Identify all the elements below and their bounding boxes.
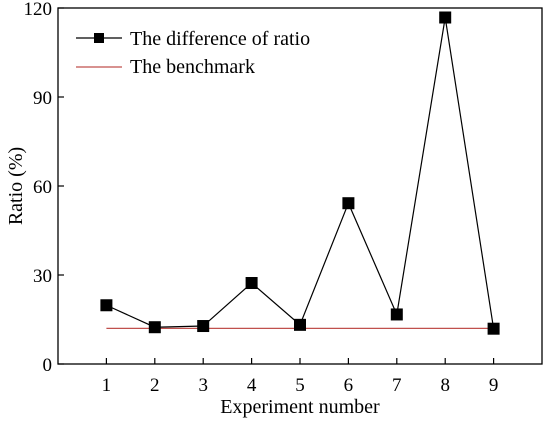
legend-label-difference: The difference of ratio (130, 28, 310, 50)
data-point-difference (390, 308, 403, 321)
y-tick-label: 120 (24, 0, 53, 20)
legend-label-benchmark: The benchmark (130, 56, 255, 78)
y-tick-label: 30 (33, 266, 52, 287)
y-tick-label: 0 (43, 355, 53, 376)
x-axis: 1 2 3 4 5 6 7 8 9 (102, 358, 499, 396)
data-point-difference (487, 322, 500, 335)
x-tick-label: 4 (247, 375, 257, 396)
data-point-difference (294, 318, 306, 331)
data-point-difference (148, 321, 161, 334)
x-tick-label: 6 (344, 375, 354, 396)
x-tick-label: 1 (102, 375, 112, 396)
y-tick-label: 60 (33, 177, 52, 198)
data-point-difference (100, 299, 113, 312)
legend: The difference of ratio The benchmark (76, 28, 310, 78)
x-tick-label: 3 (198, 375, 208, 396)
y-axis: 0 30 60 90 120 (24, 0, 64, 376)
y-tick-label: 90 (33, 88, 52, 109)
x-tick-label: 8 (440, 375, 450, 396)
x-tick-label: 7 (392, 375, 402, 396)
legend-marker-difference (94, 33, 104, 43)
y-axis-label: Ratio (%) (5, 147, 27, 225)
data-point-difference (245, 277, 258, 290)
x-tick-label: 9 (489, 375, 499, 396)
data-point-difference (197, 320, 210, 333)
x-tick-label: 5 (295, 375, 305, 396)
x-axis-label: Experiment number (220, 396, 380, 418)
series-layer (100, 11, 500, 335)
data-point-difference (439, 11, 452, 24)
x-tick-label: 2 (150, 375, 160, 396)
data-point-difference (342, 197, 355, 210)
